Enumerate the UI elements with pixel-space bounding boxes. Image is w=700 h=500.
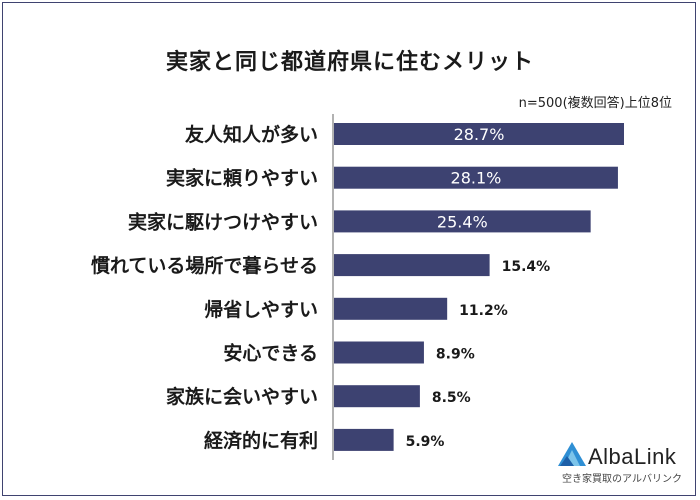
category-label: 実家に頼りやすい bbox=[166, 167, 318, 190]
bar bbox=[334, 166, 618, 189]
category-label: 家族に会いやすい bbox=[166, 385, 318, 408]
bar bbox=[334, 341, 424, 364]
category-label: 経済的に有利 bbox=[204, 429, 318, 452]
category-label: 慣れている場所で暮らせる bbox=[91, 254, 318, 277]
data-label: 25.4% bbox=[437, 212, 488, 231]
category-label: 帰省しやすい bbox=[204, 299, 318, 321]
category-label: 安心できる bbox=[223, 342, 318, 365]
logo-tagline: 空き家買取のアルバリンク bbox=[562, 474, 682, 485]
data-label: 28.7% bbox=[454, 125, 505, 144]
logo-name: AlbaLink bbox=[588, 444, 677, 469]
albalink-logo: AlbaLink 空き家買取のアルバリンク bbox=[556, 442, 686, 492]
chart-title: 実家と同じ都道府県に住むメリット bbox=[165, 50, 534, 75]
category-label: 友人知人が多い bbox=[185, 123, 318, 146]
bar bbox=[334, 297, 448, 320]
bar bbox=[334, 254, 490, 277]
albalink-logo-icon bbox=[558, 442, 586, 466]
chart-frame bbox=[2, 2, 696, 496]
data-label: 8.5% bbox=[432, 390, 471, 406]
data-label: 5.9% bbox=[406, 434, 445, 450]
data-label: 15.4% bbox=[502, 259, 551, 275]
bar bbox=[334, 385, 420, 408]
bar bbox=[334, 123, 624, 145]
data-label: 28.1% bbox=[451, 169, 502, 188]
category-label: 実家に駆けつけやすい bbox=[128, 210, 318, 233]
data-label: 8.9% bbox=[436, 347, 475, 363]
bar bbox=[334, 428, 394, 451]
bar bbox=[334, 210, 591, 233]
data-label: 11.2% bbox=[459, 303, 508, 319]
chart-subtitle: n=500(複数回答)上位8位 bbox=[518, 96, 672, 111]
